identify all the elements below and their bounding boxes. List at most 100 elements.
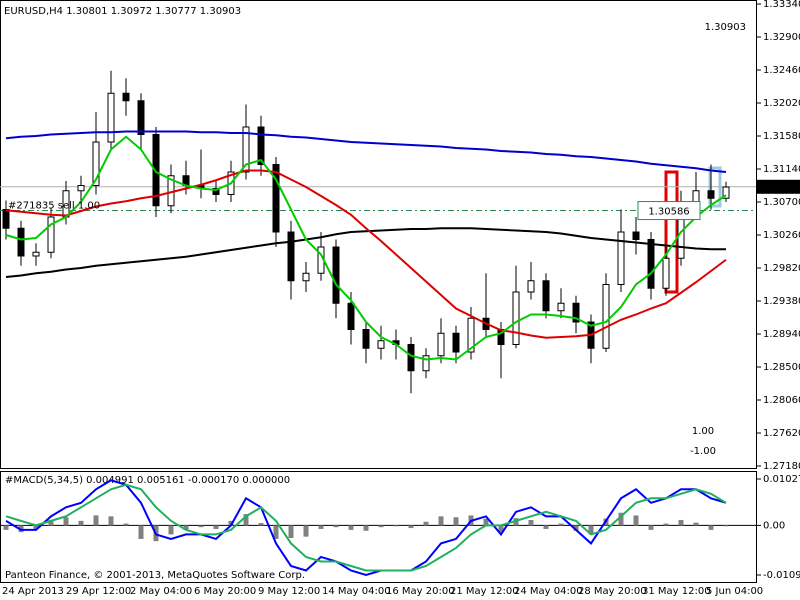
last-price-box [757, 179, 800, 194]
y-tick-label: 1.30700 [763, 197, 800, 208]
histogram-bar [183, 525, 189, 530]
x-tick-label: 2 May 04:00 [130, 586, 192, 597]
histogram-bar [543, 525, 549, 529]
histogram-bar [723, 525, 729, 527]
y-tick-label: 1.28500 [763, 362, 800, 373]
main-panel [0, 0, 757, 469]
y-tick-label: 1.32020 [763, 98, 800, 109]
candle-body [602, 284, 610, 349]
candle-body [257, 126, 265, 165]
x-tick-label: 21 May 12:00 [450, 586, 519, 597]
candle-body [212, 188, 220, 195]
histogram-bar [228, 520, 234, 526]
candle-body [347, 302, 355, 330]
histogram-bar [438, 516, 444, 526]
histogram-bar [708, 525, 714, 530]
histogram-bar [123, 523, 129, 526]
order-price: 1.30586 [648, 207, 689, 218]
candle-body [617, 231, 625, 285]
y-tick-label: 0.00 [763, 520, 785, 531]
histogram-bar [633, 515, 639, 526]
candle-body [632, 231, 640, 240]
candle-body [512, 291, 520, 345]
histogram-bar [483, 518, 489, 526]
profit-label: -1.00 [690, 446, 716, 457]
candle-body [332, 246, 340, 304]
histogram-bar [78, 520, 84, 526]
histogram-bar [93, 515, 99, 526]
candle-body [92, 141, 100, 186]
histogram-bar [528, 519, 534, 526]
histogram-bar [138, 525, 144, 539]
candle-body [2, 209, 10, 229]
candle-body [722, 186, 730, 199]
candle-body [437, 332, 445, 357]
candle-body [542, 280, 550, 312]
y-tick-label: 1.32900 [763, 32, 800, 43]
y-tick-label: 1.28060 [763, 395, 800, 406]
x-tick-label: 9 May 12:00 [258, 586, 320, 597]
y-tick-label: 1.31580 [763, 131, 800, 142]
x-tick-label: 6 May 20:00 [194, 586, 256, 597]
candle-body [467, 317, 475, 353]
y-tick-label: 1.27180 [763, 461, 800, 472]
candle-body [362, 329, 370, 349]
order-price-box [637, 201, 701, 221]
highlight-box [664, 170, 679, 294]
candle-body [662, 257, 670, 289]
histogram-bar [693, 522, 699, 526]
moving-average [5, 227, 726, 278]
moving-average [5, 169, 727, 339]
y-tick-label: 1.27620 [763, 428, 800, 439]
candle-body [527, 280, 535, 293]
moving-average [5, 135, 727, 361]
x-tick-label: 29 Apr 12:00 [66, 586, 131, 597]
histogram-bar [108, 516, 114, 526]
order-label: #271835 sell 1.00 [8, 201, 100, 212]
candle-body [242, 126, 250, 173]
histogram-bar [48, 519, 54, 526]
indicator-title: #MACD(5,34,5) 0.004991 0.005161 -0.00017… [5, 475, 290, 486]
candle-body [122, 92, 130, 102]
histogram-bar [618, 512, 624, 526]
candle-body [422, 355, 430, 372]
histogram-bar [678, 519, 684, 526]
y-tick-label: 0.010277 [763, 474, 800, 485]
candle-body [272, 164, 280, 233]
histogram-bar [663, 523, 669, 526]
candle-body [152, 134, 160, 207]
x-tick-label: 28 May 20:00 [578, 586, 647, 597]
candle-body [377, 340, 385, 349]
copyright: Panteon Finance, © 2001-2013, MetaQuotes… [5, 570, 305, 581]
macd-line [5, 483, 727, 572]
candle-body [137, 100, 145, 135]
candle-body [32, 251, 40, 257]
histogram-bar [348, 525, 354, 530]
x-tick-label: 16 May 20:00 [386, 586, 455, 597]
candle-body [302, 272, 310, 282]
candle-body [707, 190, 715, 199]
histogram-bar [408, 525, 414, 529]
moving-average [5, 130, 727, 173]
y-tick-label: 1.33340 [763, 0, 800, 10]
histogram-bar [648, 525, 654, 530]
candle-body [557, 302, 565, 312]
histogram-bar [318, 525, 324, 529]
chart-title: EURUSD,H4 1.30801 1.30972 1.30777 1.3090… [4, 6, 241, 17]
profit-label: 1.00 [692, 426, 714, 437]
y-tick-label: 1.29820 [763, 263, 800, 274]
candle-body [77, 185, 85, 192]
histogram-bar [588, 525, 594, 535]
histogram-bar [453, 517, 459, 526]
y-tick-label: 1.32460 [763, 65, 800, 76]
histogram-bar [498, 525, 504, 533]
candle-body [107, 92, 115, 143]
histogram-bar [33, 525, 39, 529]
histogram-bar [63, 517, 69, 526]
histogram-bar [198, 525, 204, 528]
y-tick-label: -0.010999 [763, 570, 800, 581]
big-price: 1.30903 [705, 22, 746, 33]
last-price-label: 1.30903 [763, 182, 800, 193]
y-tick-label: 1.31140 [763, 164, 800, 175]
